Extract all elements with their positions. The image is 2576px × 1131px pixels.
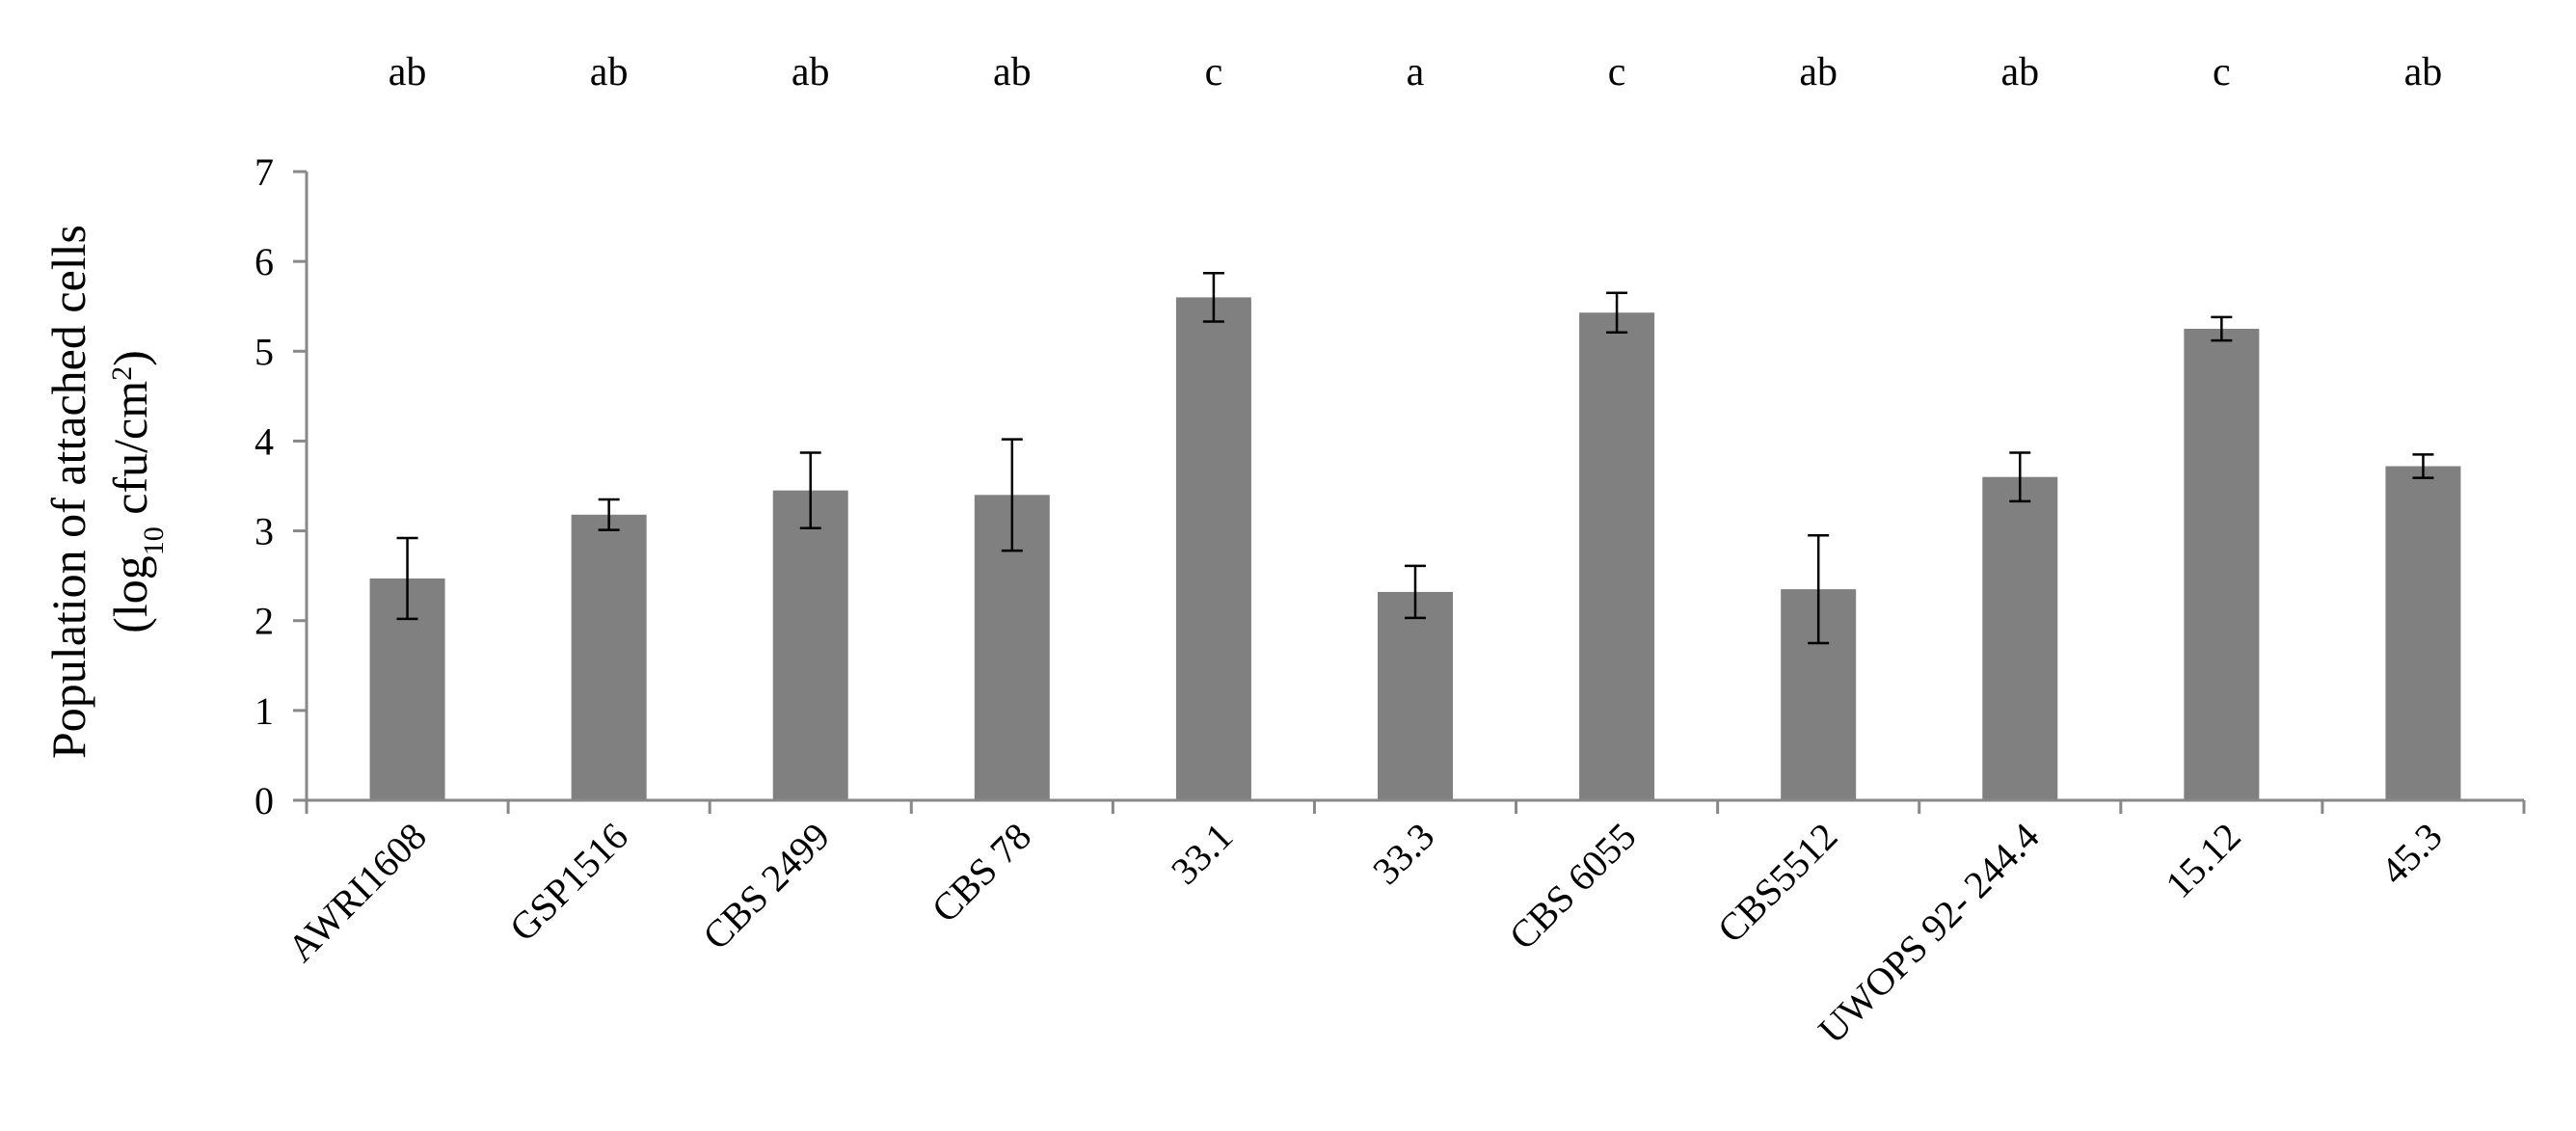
x-ticks <box>305 800 2526 814</box>
y-ticks: 0 1 2 3 4 5 6 7 <box>255 150 307 822</box>
significance-letter: ab <box>792 50 830 94</box>
y-tick-label: 4 <box>255 419 274 463</box>
x-category-label: GSP1516 <box>501 815 636 950</box>
significance-letters: ab ab ab ab c a c ab ab c ab <box>389 50 2443 94</box>
y-tick-label: 0 <box>255 779 274 822</box>
y-tick-label: 5 <box>255 330 274 373</box>
y-axis-title-close: ) <box>103 350 157 366</box>
error-bar <box>2412 453 2434 479</box>
bar <box>1579 312 1655 800</box>
x-category-label: 33.1 <box>1163 815 1241 893</box>
axes <box>305 172 2524 802</box>
error-bar <box>1405 564 1426 620</box>
y-tick-label: 1 <box>255 689 274 733</box>
significance-letter: ab <box>2404 50 2443 94</box>
x-category-label: 45.3 <box>2373 815 2451 893</box>
error-bar <box>2009 451 2031 503</box>
x-category-label: CBS 2499 <box>694 815 838 958</box>
y-axis-title-mid: cfu/cm <box>103 381 157 526</box>
error-bar <box>2211 315 2233 342</box>
bar <box>1175 297 1251 800</box>
bar <box>2385 466 2461 800</box>
bar <box>571 514 647 800</box>
error-bar <box>598 498 620 531</box>
significance-letter: a <box>1407 50 1425 94</box>
y-tick-label: 6 <box>255 240 274 283</box>
error-bar <box>799 451 821 530</box>
x-category-label: AWRI1608 <box>279 815 435 971</box>
y-tick-label: 2 <box>255 600 274 643</box>
significance-letter: c <box>2213 50 2231 94</box>
significance-letter: ab <box>2000 50 2039 94</box>
x-category-label: 15.12 <box>2157 815 2248 906</box>
y-axis-title: Population of attached cells (log10 cfu/… <box>41 225 170 759</box>
significance-letter: ab <box>389 50 427 94</box>
x-category-label: CBS 78 <box>924 815 1040 931</box>
y-tick-label: 3 <box>255 510 274 553</box>
error-bars <box>396 272 2434 645</box>
significance-letter: ab <box>1799 50 1838 94</box>
category-labels: AWRI1608 GSP1516 CBS 2499 CBS 78 33.1 33.3 CBS… <box>279 815 2450 1052</box>
error-bar <box>396 536 418 621</box>
y-axis-title-open: (log <box>103 555 157 633</box>
x-category-label: UWOPS 92- 244.4 <box>1810 815 2047 1052</box>
significance-letter: ab <box>590 50 629 94</box>
bar <box>772 490 848 800</box>
error-bar <box>1606 291 1628 334</box>
bar <box>2184 329 2260 800</box>
y-axis-title-line2: (log10 cfu/cm2) <box>103 350 170 633</box>
significance-letter: c <box>1608 50 1626 94</box>
y-axis-title-sub: 10 <box>138 526 170 555</box>
significance-letter: c <box>1205 50 1223 94</box>
bar <box>1378 591 1453 800</box>
x-category-label: CBS 6055 <box>1501 815 1645 958</box>
bar <box>1982 476 2058 800</box>
error-bar <box>1001 438 1023 552</box>
bars <box>369 297 2461 800</box>
y-tick-label: 7 <box>255 150 274 194</box>
error-bar <box>1202 272 1224 323</box>
significance-letter: ab <box>993 50 1032 94</box>
y-axis-title-line1: Population of attached cells <box>41 225 95 759</box>
x-category-label: 33.3 <box>1364 815 1442 893</box>
error-bar <box>1808 533 1830 645</box>
x-category-label: CBS5512 <box>1709 815 1846 952</box>
y-axis-title-sup: 2 <box>106 366 138 381</box>
